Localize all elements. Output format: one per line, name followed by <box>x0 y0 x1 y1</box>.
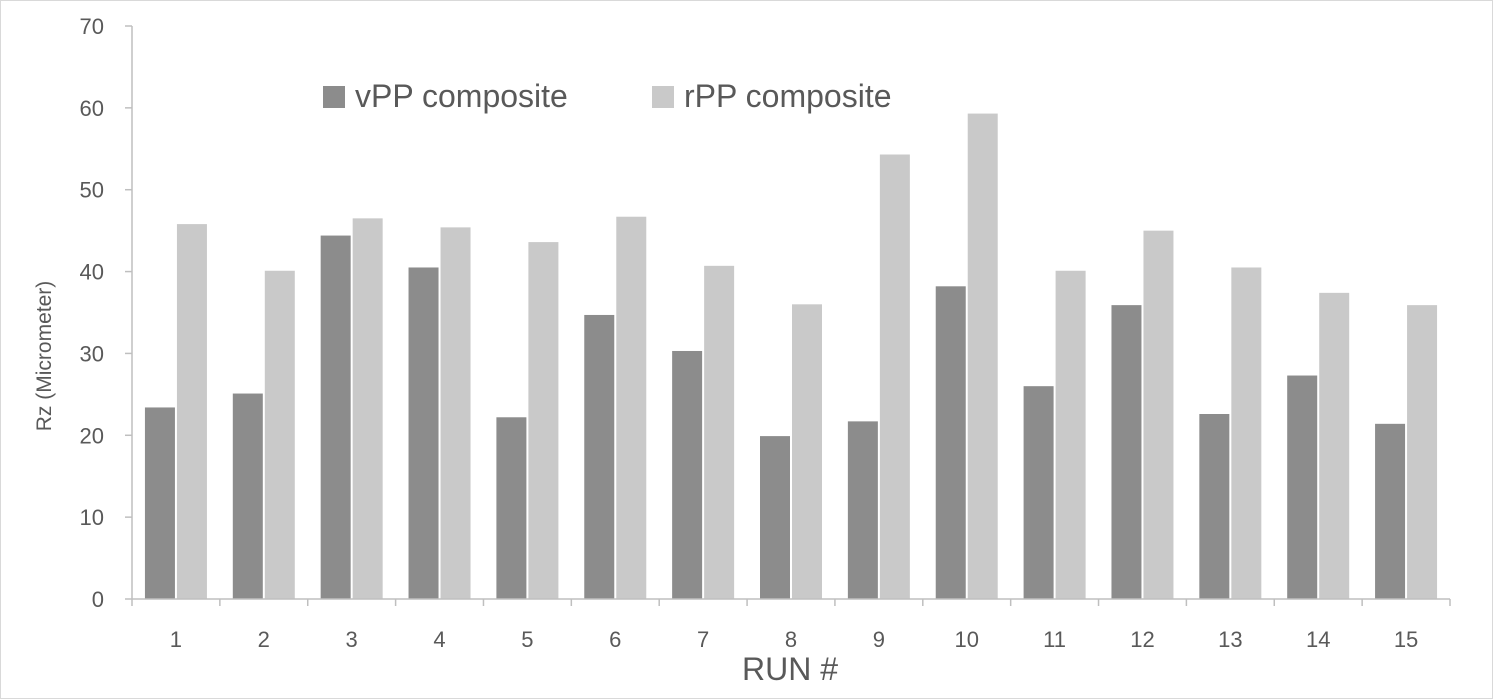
bar-vpp-run-12 <box>1111 305 1142 599</box>
y-tick-label: 40 <box>80 260 104 285</box>
legend-label: vPP composite <box>355 78 568 114</box>
x-tick-label: 10 <box>954 627 978 652</box>
bar-vpp-run-1 <box>144 407 175 599</box>
y-tick-label: 70 <box>80 14 104 39</box>
y-axis-title: Rz (Micrometer) <box>33 281 56 432</box>
bar-rpp-run-2 <box>264 270 295 599</box>
bar-rpp-run-10 <box>967 113 998 599</box>
x-tick-label: 6 <box>609 627 621 652</box>
legend-swatch <box>323 86 345 108</box>
x-tick-label: 13 <box>1218 627 1242 652</box>
bar-rpp-run-3 <box>352 218 383 599</box>
bar-vpp-run-13 <box>1199 414 1230 599</box>
x-tick-label: 14 <box>1306 627 1330 652</box>
legend-label: rPP composite <box>684 78 892 114</box>
y-tick-label: 10 <box>80 505 104 530</box>
x-ticks-group: 1 2 3 4 5 6 7 8 9 10 11 12 13 14 15 <box>131 599 1451 652</box>
x-tick-label: 4 <box>433 627 445 652</box>
x-tick-label: 12 <box>1130 627 1154 652</box>
x-tick-label: 1 <box>170 627 182 652</box>
x-tick-label: 11 <box>1043 627 1066 652</box>
x-tick-label: 3 <box>346 627 358 652</box>
bar-rpp-run-11 <box>1055 270 1086 599</box>
y-ticks-group: 0 10 20 30 40 50 60 70 <box>80 14 132 612</box>
bar-vpp-run-8 <box>760 436 790 599</box>
x-tick-label: 15 <box>1394 627 1418 652</box>
bar-vpp-run-11 <box>1023 386 1054 599</box>
bar-rpp-run-1 <box>176 224 207 599</box>
bar-vpp-run-5 <box>496 417 527 599</box>
bar-rpp-run-9 <box>879 154 910 599</box>
x-tick-label: 2 <box>258 627 270 652</box>
x-tick-label: 7 <box>697 627 709 652</box>
x-tick-label: 8 <box>785 627 797 652</box>
y-tick-label: 30 <box>80 341 104 366</box>
bar-rpp-run-6 <box>616 216 647 599</box>
y-tick-label: 50 <box>80 178 104 203</box>
y-tick-label: 0 <box>92 587 104 612</box>
bar-vpp-run-14 <box>1287 375 1318 599</box>
bar-vpp-run-15 <box>1375 423 1406 599</box>
bars-group <box>144 113 1438 600</box>
legend: vPP composite rPP composite <box>323 78 892 114</box>
bar-rpp-run-8 <box>792 304 822 599</box>
legend-swatch <box>652 86 674 108</box>
bar-rpp-run-12 <box>1143 230 1174 599</box>
y-tick-label: 60 <box>80 96 104 121</box>
bar-rpp-run-5 <box>528 242 559 600</box>
bar-vpp-run-9 <box>847 421 878 599</box>
bar-rpp-run-15 <box>1407 305 1438 599</box>
bar-vpp-run-10 <box>935 286 966 599</box>
bar-vpp-run-4 <box>408 267 439 599</box>
y-tick-label: 20 <box>80 423 104 448</box>
x-axis-title: RUN # <box>742 651 838 687</box>
bar-vpp-run-2 <box>232 393 263 599</box>
bar-vpp-run-3 <box>320 235 351 599</box>
bar-rpp-run-4 <box>440 227 471 599</box>
bar-rpp-run-13 <box>1231 267 1262 599</box>
x-tick-label: 5 <box>521 627 533 652</box>
bar-rpp-run-7 <box>704 265 735 599</box>
x-tick-label: 9 <box>873 627 885 652</box>
bar-rpp-run-14 <box>1319 292 1350 599</box>
bar-vpp-run-6 <box>584 314 615 599</box>
bar-vpp-run-7 <box>672 350 703 599</box>
